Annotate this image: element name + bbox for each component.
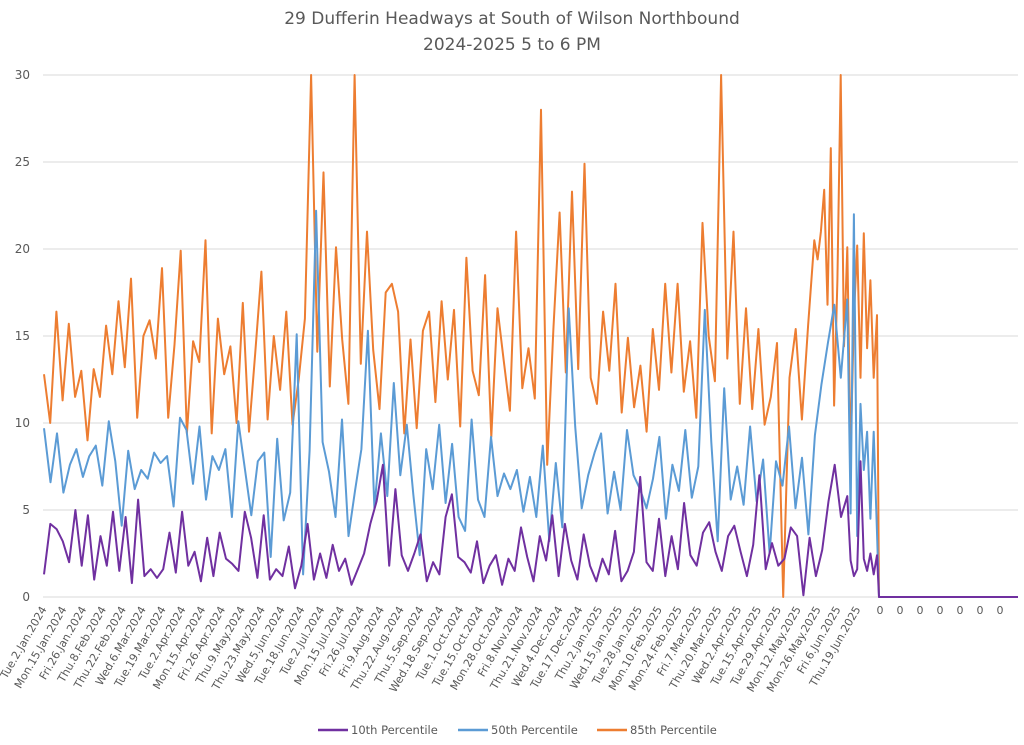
y-tick-label: 0 (22, 590, 30, 604)
x-tick-label: 0 (997, 604, 1004, 617)
y-tick-label: 20 (15, 242, 30, 256)
x-tick-label: 0 (917, 604, 924, 617)
series-lines (43, 74, 1018, 598)
chart-title: 29 Dufferin Headways at South of Wilson … (284, 9, 740, 29)
y-tick-label: 10 (15, 416, 30, 430)
y-tick-label: 25 (15, 155, 30, 169)
chart-subtitle: 2024-2025 5 to 6 PM (423, 35, 601, 55)
series-line-85th-percentile (43, 74, 1018, 598)
x-tick-label: 0 (937, 604, 944, 617)
legend-label: 85th Percentile (630, 723, 717, 737)
y-axis-ticks: 0 5 10 15 20 25 30 (15, 68, 30, 604)
y-tick-label: 30 (15, 68, 30, 82)
series-line-10th-percentile (43, 460, 1018, 598)
x-axis-ticks: Tue.2.Jan.2024Mon.15.Jan.2024Fri.26.Jan.… (0, 604, 1004, 695)
x-tick-label: 0 (897, 604, 904, 617)
y-tick-label: 15 (15, 329, 30, 343)
y-tick-label: 5 (22, 503, 30, 517)
legend-label: 50th Percentile (491, 723, 578, 737)
x-tick-label: 0 (877, 604, 884, 617)
legend-label: 10th Percentile (351, 723, 438, 737)
x-tick-label: 0 (977, 604, 984, 617)
x-tick-label: 0 (957, 604, 964, 617)
legend: 10th Percentile 50th Percentile 85th Perce… (318, 723, 717, 737)
series-line-50th-percentile (43, 209, 1018, 598)
